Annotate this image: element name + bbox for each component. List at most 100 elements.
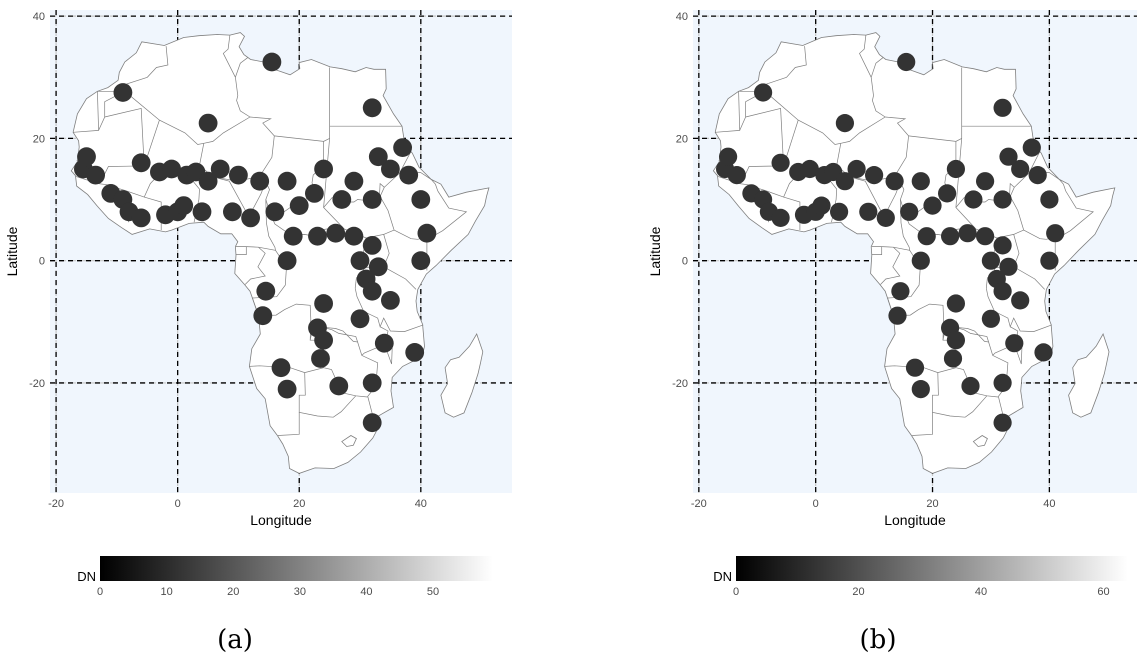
hotspot-marker	[1022, 138, 1041, 157]
hotspot-marker	[885, 172, 904, 191]
hotspot-marker	[362, 236, 382, 255]
legend-tick-labels: 0 10 20 30 40 50	[97, 586, 439, 598]
hotspot-marker	[993, 190, 1012, 209]
y-tick-label: 0	[682, 256, 688, 268]
country-border	[361, 326, 393, 365]
x-tick-label: -20	[48, 498, 64, 510]
legend-tick-label: 50	[427, 586, 439, 598]
hotspot-marker	[332, 190, 352, 209]
hotspot-marker	[131, 153, 151, 173]
hotspot-marker	[77, 147, 96, 167]
country-border	[298, 372, 357, 418]
colorbar	[736, 556, 1128, 581]
hotspot-marker	[976, 227, 995, 246]
panel-caption: (b)	[860, 625, 897, 655]
legend-tick-label: 0	[97, 586, 103, 598]
colorbar-legend: DN 0 10 20 30 40 50	[77, 556, 493, 598]
hotspot-marker	[941, 227, 960, 246]
hotspot-marker	[311, 349, 330, 368]
hotspot-marker	[417, 223, 437, 243]
country-border	[912, 412, 933, 436]
hotspot-marker	[241, 208, 260, 228]
country-border	[932, 372, 988, 418]
hotspot-marker	[993, 373, 1012, 392]
country-border	[236, 199, 276, 251]
hotspot-marker	[350, 309, 370, 329]
country-border	[249, 116, 275, 177]
hotspot-marker	[876, 208, 895, 227]
hotspot-marker	[229, 165, 248, 185]
africa-outline	[712, 32, 1116, 474]
hotspot-marker	[350, 251, 370, 271]
hotspot-marker	[393, 138, 412, 158]
hotspot-marker	[381, 159, 400, 179]
lesotho-outline	[972, 435, 988, 447]
hotspot-marker	[329, 376, 349, 396]
madagascar-outline	[440, 333, 484, 418]
x-tick-label: 20	[293, 498, 305, 510]
hotspot-marker	[999, 257, 1018, 276]
hotspot-marker	[344, 171, 364, 191]
hotspot-marker	[405, 343, 425, 362]
hotspot-marker	[961, 376, 980, 396]
hotspot-marker	[981, 309, 1001, 328]
hotspot-marker	[399, 165, 419, 185]
y-tick-label: 40	[676, 11, 688, 23]
hotspot-marker	[891, 282, 910, 301]
hotspot-marker	[964, 190, 983, 209]
hotspot-marker	[362, 190, 382, 209]
x-tick-label: 20	[926, 498, 938, 510]
country-border	[955, 341, 1009, 398]
country-border	[430, 179, 439, 192]
hotspot-marker	[198, 113, 218, 133]
hotspot-marker	[865, 166, 884, 185]
hotspot-marker	[1040, 190, 1059, 209]
tick-labels: -20 0 20 40 -20 0 20 40	[672, 11, 1055, 510]
hotspot-marker	[1046, 224, 1065, 243]
hotspot-marker	[911, 380, 930, 399]
country-border	[908, 135, 956, 142]
legend-tick-label: 20	[852, 586, 864, 598]
hotspot-marker	[981, 251, 1001, 270]
hotspot-marker	[993, 413, 1012, 432]
hotspot-marker	[289, 196, 309, 216]
africa-landmass	[712, 32, 1116, 474]
hotspot-marker	[362, 281, 382, 301]
y-tick-label: -20	[29, 378, 45, 390]
hotspot-marker	[923, 196, 942, 215]
hotspot-marker	[326, 223, 346, 243]
legend-tick-label: 60	[1097, 586, 1109, 598]
country-border	[277, 412, 300, 436]
hotspot-marker	[192, 202, 212, 222]
hotspot-marker	[835, 114, 855, 133]
country-border	[323, 341, 379, 398]
country-border	[870, 57, 884, 78]
country-border	[885, 116, 909, 177]
hotspot-marker	[256, 281, 276, 301]
legend-title: DN	[713, 569, 732, 584]
country-border	[880, 246, 901, 285]
hotspot-marker	[411, 190, 431, 209]
hotspot-marker	[1028, 166, 1047, 185]
hotspot-marker	[993, 98, 1012, 117]
hotspot-marker	[993, 236, 1012, 255]
hotspot-marker	[277, 251, 297, 271]
hotspot-marker	[223, 202, 242, 222]
colorbar-legend: DN 0 20 40 60	[713, 556, 1128, 598]
x-tick-label: 40	[415, 498, 427, 510]
hotspot-marker	[905, 358, 925, 377]
y-tick-label: -20	[672, 378, 688, 390]
hotspot-marker	[368, 257, 388, 277]
country-border	[859, 35, 872, 78]
hotspot-marker	[771, 153, 790, 172]
country-border	[1059, 179, 1067, 192]
hotspot-marker	[1011, 159, 1030, 179]
hotspot-marker	[162, 159, 182, 179]
hotspot-marker	[265, 202, 285, 222]
hotspot-marker	[897, 52, 916, 72]
hotspot-marker	[314, 159, 333, 179]
hotspot-marker	[830, 202, 849, 221]
hotspot-marker	[131, 208, 151, 228]
lesotho-outline	[341, 435, 357, 447]
